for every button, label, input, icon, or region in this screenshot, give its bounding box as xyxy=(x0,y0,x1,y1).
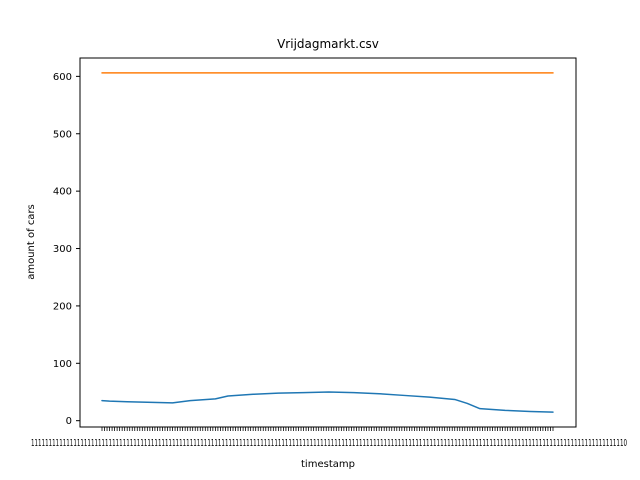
y-tick-label: 300 xyxy=(53,244,72,255)
y-tick-label: 0 xyxy=(66,416,72,427)
series-layer xyxy=(101,72,554,413)
y-tick-label: 500 xyxy=(53,129,72,140)
x-axis-label: timestamp xyxy=(301,459,355,470)
x-axis: 1111111111111111111111111111111111111111… xyxy=(31,427,627,449)
y-tick-label: 200 xyxy=(53,301,72,312)
y-tick-label: 100 xyxy=(53,359,72,370)
y-tick-label: 600 xyxy=(53,72,72,83)
y-axis: 0 100 200 300 400 500 600 xyxy=(53,72,80,427)
plot-frame xyxy=(79,57,577,428)
y-axis-label: amount of cars xyxy=(26,204,37,280)
series-line-blue xyxy=(101,391,554,413)
plot-area xyxy=(79,57,577,428)
y-tick-label: 400 xyxy=(53,187,72,198)
chart-title: Vrijdagmarkt.csv xyxy=(277,37,379,51)
x-tick-labels: 1111111111111111111111111111111111111111… xyxy=(31,438,627,449)
